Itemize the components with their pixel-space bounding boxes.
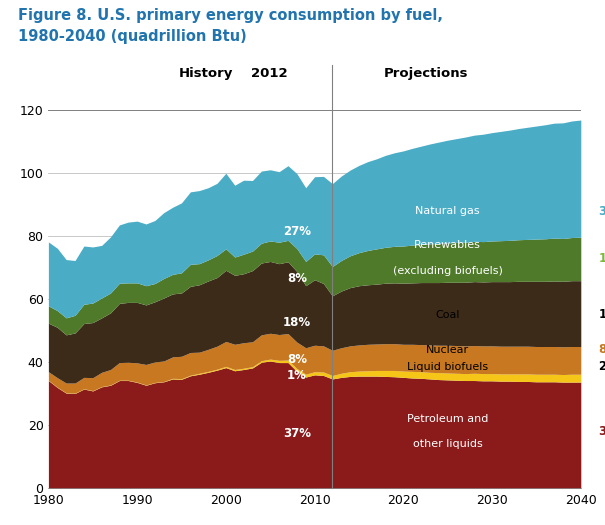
Text: Liquid biofuels: Liquid biofuels [407,362,488,372]
Text: Figure 8. U.S. primary energy consumption by fuel,: Figure 8. U.S. primary energy consumptio… [18,8,443,23]
Text: 2%: 2% [598,361,605,373]
Text: 18%: 18% [283,317,311,329]
Text: 37%: 37% [283,427,311,439]
Text: Nuclear: Nuclear [426,344,469,355]
Text: 18%: 18% [598,309,605,321]
Text: Projections: Projections [384,67,469,80]
Text: 1980-2040 (quadrillion Btu): 1980-2040 (quadrillion Btu) [18,29,247,44]
Text: 30%: 30% [598,205,605,217]
Text: 32%: 32% [598,425,605,438]
Text: Renewables: Renewables [414,240,481,250]
Text: 10%: 10% [598,252,605,265]
Text: 1%: 1% [287,369,307,382]
Text: Coal: Coal [436,310,460,320]
Text: 8%: 8% [287,353,307,365]
Text: 8%: 8% [598,343,605,356]
Text: (excluding biofuels): (excluding biofuels) [393,266,503,276]
Text: Natural gas: Natural gas [416,206,480,216]
Text: 8%: 8% [287,272,307,285]
Text: Petroleum and: Petroleum and [407,414,488,424]
Text: 27%: 27% [283,225,311,238]
Text: 2012: 2012 [251,67,287,80]
Text: other liquids: other liquids [413,439,483,449]
Text: History: History [178,67,233,80]
